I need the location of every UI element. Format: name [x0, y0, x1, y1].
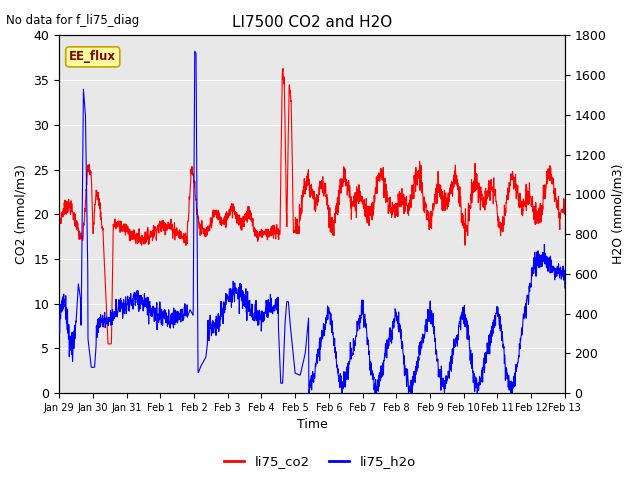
Title: LI7500 CO2 and H2O: LI7500 CO2 and H2O: [232, 15, 392, 30]
Text: No data for f_li75_diag: No data for f_li75_diag: [6, 14, 140, 27]
Y-axis label: CO2 (mmol/m3): CO2 (mmol/m3): [15, 164, 28, 264]
X-axis label: Time: Time: [296, 419, 328, 432]
Legend: li75_co2, li75_h2o: li75_co2, li75_h2o: [219, 450, 421, 473]
Text: EE_flux: EE_flux: [69, 50, 116, 63]
Y-axis label: H2O (mmol/m3): H2O (mmol/m3): [612, 164, 625, 264]
